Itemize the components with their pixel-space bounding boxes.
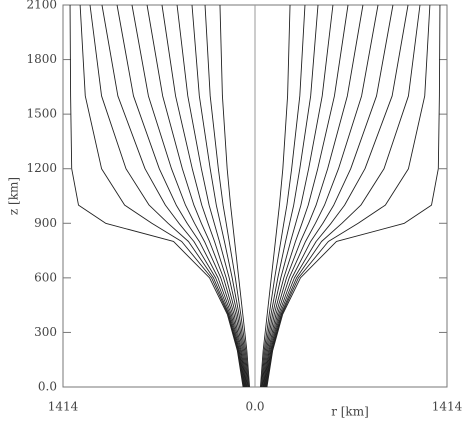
y-tick-label: 1500	[26, 107, 57, 121]
field-line	[89, 4, 245, 388]
field-line	[79, 4, 245, 388]
x-tick-label: 0.0	[245, 400, 264, 414]
field-line	[191, 4, 249, 388]
field-line	[69, 4, 244, 388]
y-tick-label: 900	[34, 216, 57, 230]
field-line	[263, 4, 379, 388]
field-line	[131, 4, 247, 388]
field-line	[262, 4, 349, 388]
x-tick-label: 1414	[48, 400, 79, 414]
y-tick-label: 600	[34, 270, 57, 284]
field-line	[264, 4, 394, 388]
field-line	[266, 4, 441, 388]
y-tick-label: 2100	[26, 0, 57, 12]
field-line	[261, 4, 319, 388]
field-line	[219, 4, 251, 388]
field-line	[176, 4, 248, 388]
field-line	[101, 4, 246, 388]
y-axis-label: z [km]	[7, 177, 21, 215]
y-tick-label: 0.0	[38, 380, 57, 394]
field-line	[260, 4, 306, 388]
x-tick-label: 1414	[432, 400, 463, 414]
field-line	[265, 4, 421, 388]
field-line	[146, 4, 247, 388]
field-line	[161, 4, 248, 388]
field-line	[259, 4, 291, 388]
field-line	[264, 4, 409, 388]
x-axis-label: r [km]	[331, 405, 369, 419]
field-line	[116, 4, 246, 388]
field-line	[265, 4, 431, 388]
y-tick-label: 1800	[26, 52, 57, 66]
field-line	[263, 4, 364, 388]
field-line	[262, 4, 334, 388]
y-tick-label: 300	[34, 325, 57, 339]
field-line	[204, 4, 250, 388]
y-tick-label: 1200	[26, 161, 57, 175]
